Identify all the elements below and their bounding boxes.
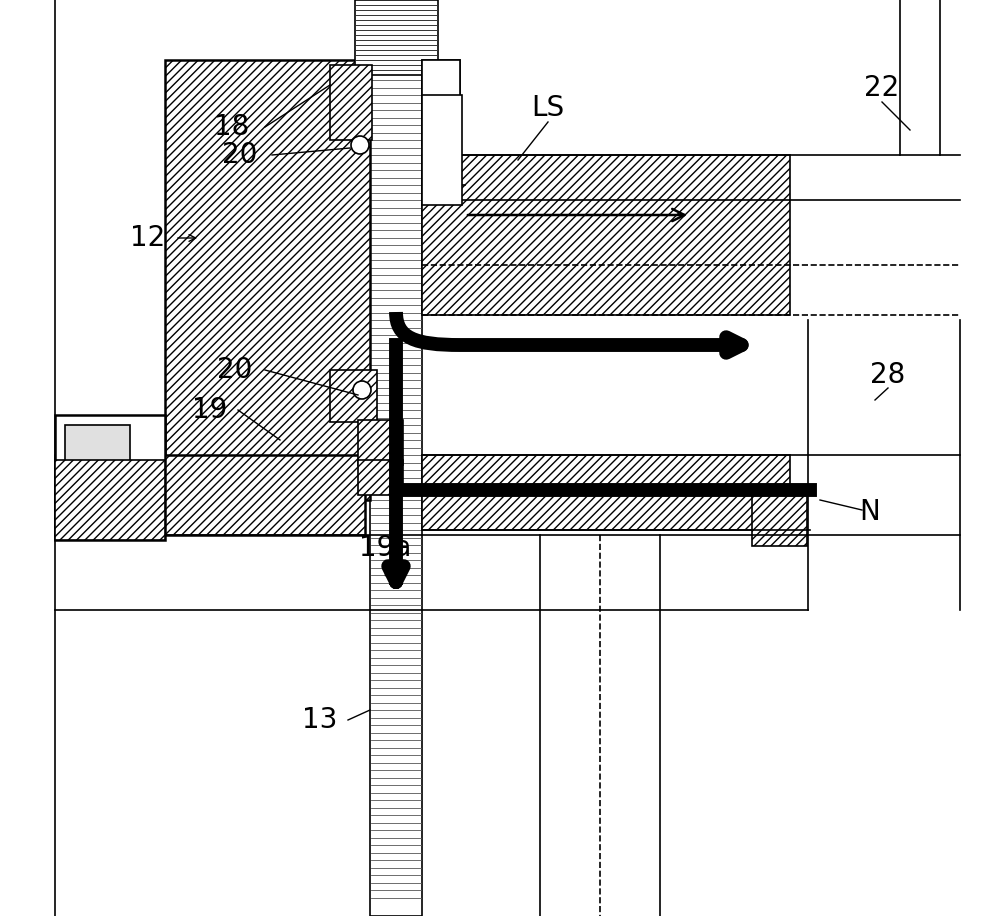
Bar: [330, 370, 377, 422]
Bar: [422, 60, 460, 145]
Bar: [65, 425, 130, 465]
Bar: [165, 60, 370, 500]
Text: 12: 12: [130, 224, 166, 252]
Bar: [55, 415, 165, 540]
Bar: [422, 455, 790, 530]
Bar: [55, 460, 165, 540]
Bar: [752, 488, 807, 546]
Text: 19: 19: [192, 396, 228, 424]
Text: 20: 20: [222, 141, 258, 169]
Bar: [422, 155, 790, 315]
Bar: [370, 0, 422, 916]
Bar: [358, 460, 403, 495]
Bar: [424, 100, 444, 145]
Circle shape: [353, 381, 371, 399]
Text: 18: 18: [214, 113, 250, 141]
Text: 19a: 19a: [359, 534, 411, 562]
Text: 20: 20: [217, 356, 253, 384]
Bar: [330, 65, 372, 140]
Text: LS: LS: [531, 94, 565, 122]
Bar: [355, 0, 438, 75]
Text: 28: 28: [870, 361, 906, 389]
Bar: [358, 420, 403, 465]
Text: 13: 13: [302, 706, 338, 734]
Text: N: N: [860, 498, 880, 526]
Bar: [422, 95, 462, 205]
Text: 22: 22: [864, 74, 900, 102]
Bar: [422, 60, 460, 100]
Bar: [55, 455, 365, 535]
Circle shape: [351, 136, 369, 154]
